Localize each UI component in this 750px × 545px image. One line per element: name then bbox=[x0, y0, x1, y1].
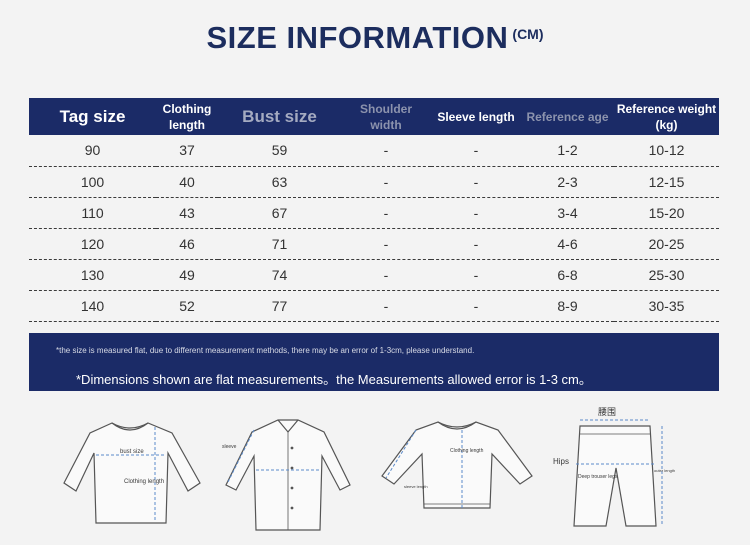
cell-sleeve-length: - bbox=[473, 142, 479, 159]
cell-reference-weight: 20-25 bbox=[648, 235, 685, 252]
size-table-container: Tag size Clothing length Bust size Shoul… bbox=[29, 98, 719, 322]
cell-clothing-length: 52 bbox=[179, 297, 195, 314]
header-bust-size: Bust size bbox=[242, 106, 317, 126]
tshirt-bust-label: bust size bbox=[120, 449, 144, 455]
cell-tag-size: 100 bbox=[80, 173, 105, 190]
header-shoulder-width: Shoulder width bbox=[359, 101, 412, 132]
note-small-text: *the size is measured flat, due to diffe… bbox=[56, 346, 475, 355]
measurement-note-box: *the size is measured flat, due to diffe… bbox=[29, 333, 719, 391]
header-sleeve-length: Sleeve length bbox=[437, 109, 515, 124]
cell-bust-size: 67 bbox=[271, 204, 288, 221]
cell-reference-age: 6-8 bbox=[557, 266, 578, 283]
title-unit: (CM) bbox=[512, 26, 544, 42]
cell-tag-size: 90 bbox=[84, 142, 101, 159]
pants-diagram: 腰围 Hips Deep trouser legs outer length bbox=[550, 404, 680, 532]
cell-shoulder-width: - bbox=[383, 266, 389, 283]
cell-bust-size: 71 bbox=[271, 235, 288, 252]
cell-sleeve-length: - bbox=[473, 204, 479, 221]
cell-shoulder-width: - bbox=[383, 173, 389, 190]
note-main-text: *Dimensions shown are flat measurements。… bbox=[76, 372, 592, 387]
cell-tag-size: 140 bbox=[80, 297, 105, 314]
shirt-diagram: sleeve bbox=[218, 410, 358, 535]
cell-sleeve-length: - bbox=[473, 297, 479, 314]
cell-reference-weight: 12-15 bbox=[648, 173, 685, 190]
table-row: 120 46 71 - - 4-6 20-25 bbox=[29, 228, 719, 259]
cell-shoulder-width: - bbox=[383, 297, 389, 314]
cell-reference-age: 1-2 bbox=[557, 142, 578, 159]
cell-sleeve-length: - bbox=[473, 266, 479, 283]
cell-shoulder-width: - bbox=[383, 204, 389, 221]
sweater-sleeve-label: sleeve length bbox=[404, 484, 428, 489]
cell-reference-age: 3-4 bbox=[557, 204, 578, 221]
cell-sleeve-length: - bbox=[473, 173, 479, 190]
sweater-length-label: Clothing length bbox=[450, 448, 484, 454]
pants-hips-label: Hips bbox=[553, 457, 569, 466]
pants-waist-label: 腰围 bbox=[598, 407, 616, 417]
pants-leg-label: Deep trouser legs bbox=[578, 474, 618, 480]
cell-clothing-length: 37 bbox=[179, 142, 195, 159]
cell-reference-weight: 25-30 bbox=[648, 266, 685, 283]
cell-tag-size: 110 bbox=[81, 204, 104, 221]
cell-clothing-length: 40 bbox=[179, 173, 195, 190]
cell-bust-size: 59 bbox=[271, 142, 288, 159]
title-main: SIZE INFORMATION bbox=[206, 20, 509, 55]
tshirt-diagram: bust size Clothing length bbox=[60, 403, 215, 533]
table-row: 90 37 59 - - 1-2 10-12 bbox=[29, 135, 719, 166]
cell-sleeve-length: - bbox=[473, 235, 479, 252]
cell-reference-weight: 10-12 bbox=[648, 142, 685, 159]
tshirt-length-label: Clothing length bbox=[124, 479, 164, 485]
table-header-row: Tag size Clothing length Bust size Shoul… bbox=[29, 98, 719, 135]
cell-reference-weight: 15-20 bbox=[648, 204, 685, 221]
header-tag-size: Tag size bbox=[59, 106, 126, 126]
cell-shoulder-width: - bbox=[383, 142, 389, 159]
cell-tag-size: 130 bbox=[80, 266, 105, 283]
cell-clothing-length: 46 bbox=[179, 235, 195, 252]
header-clothing-length: Clothing length bbox=[162, 101, 212, 132]
cell-clothing-length: 49 bbox=[179, 266, 195, 283]
cell-reference-age: 8-9 bbox=[557, 297, 578, 314]
cell-reference-age: 2-3 bbox=[557, 173, 578, 190]
size-table: Tag size Clothing length Bust size Shoul… bbox=[29, 98, 719, 322]
header-reference-age: Reference age bbox=[526, 109, 609, 124]
page-title: SIZE INFORMATION (CM) bbox=[0, 20, 750, 56]
table-row: 140 52 77 - - 8-9 30-35 bbox=[29, 290, 719, 321]
pants-side-label: outer length bbox=[654, 468, 675, 473]
table-row: 100 40 63 - - 2-3 12-15 bbox=[29, 166, 719, 197]
shirt-sleeve-label: sleeve bbox=[222, 444, 237, 450]
cell-tag-size: 120 bbox=[80, 235, 105, 252]
cell-clothing-length: 43 bbox=[179, 204, 195, 221]
sweater-diagram: Clothing length sleeve length bbox=[380, 416, 535, 516]
table-row: 110 43 67 - - 3-4 15-20 bbox=[29, 197, 719, 228]
cell-shoulder-width: - bbox=[383, 235, 389, 252]
cell-bust-size: 63 bbox=[271, 173, 288, 190]
cell-reference-weight: 30-35 bbox=[648, 297, 685, 314]
table-row: 130 49 74 - - 6-8 25-30 bbox=[29, 259, 719, 290]
header-reference-weight: Reference weight (kg) bbox=[616, 101, 717, 132]
cell-reference-age: 4-6 bbox=[557, 235, 578, 252]
cell-bust-size: 77 bbox=[271, 297, 288, 314]
cell-bust-size: 74 bbox=[271, 266, 288, 283]
